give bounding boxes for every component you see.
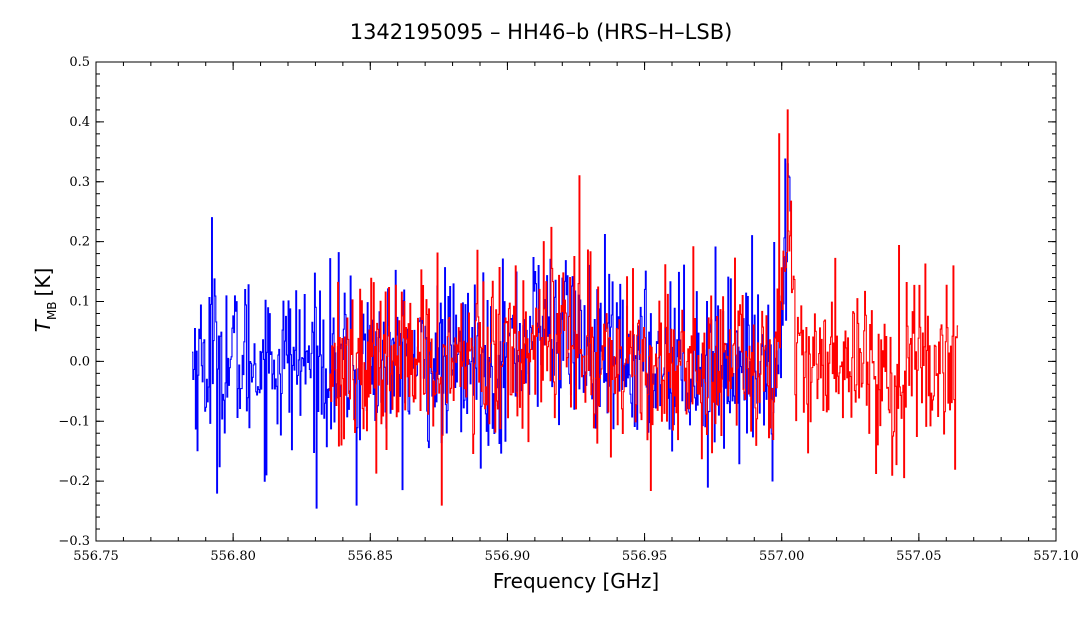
y-axis-label-unit: [K] xyxy=(31,268,55,297)
x-tick-label: 556.95 xyxy=(622,549,668,564)
x-tick-label: 557.05 xyxy=(896,549,942,564)
x-tick-label: 556.90 xyxy=(485,549,531,564)
y-tick-label: −0.1 xyxy=(58,414,90,429)
y-tick-label: 0.2 xyxy=(69,235,90,250)
x-tick-label: 556.75 xyxy=(73,549,119,564)
series-line-red xyxy=(329,109,959,506)
y-tick-label: 0.1 xyxy=(69,295,90,310)
x-tick-label: 557.10 xyxy=(1033,549,1079,564)
chart-title: 1342195095 – HH46–b (HRS–H–LSB) xyxy=(350,20,733,44)
y-axis-label-subscript: MB xyxy=(45,301,59,320)
x-tick-label: 556.80 xyxy=(210,549,256,564)
x-axis-ticks: 556.75 556.80 556.85 556.90 556.95 557.00 557.… xyxy=(73,62,1079,564)
x-axis-label: Frequency [GHz] xyxy=(493,569,659,593)
y-tick-label: 0.4 xyxy=(69,115,90,130)
y-tick-label: −0.2 xyxy=(58,474,90,489)
y-tick-label: −0.3 xyxy=(58,534,90,549)
x-tick-label: 557.00 xyxy=(759,549,805,564)
y-axis-label-symbol: T xyxy=(31,318,55,332)
y-tick-label: 0.5 xyxy=(69,55,90,70)
x-tick-label: 556.85 xyxy=(348,549,394,564)
y-axis-label: TMB [K] xyxy=(31,268,59,333)
svg-text:TMB[K]: TMB [K] xyxy=(31,268,59,333)
series-layer xyxy=(192,109,959,509)
y-tick-label: 0.3 xyxy=(69,175,90,190)
y-axis-ticks: −0.3 −0.2 −0.1 0.0 0.1 0.2 0.3 0.4 0.5 xyxy=(58,55,1056,549)
y-tick-label: 0.0 xyxy=(69,354,90,369)
